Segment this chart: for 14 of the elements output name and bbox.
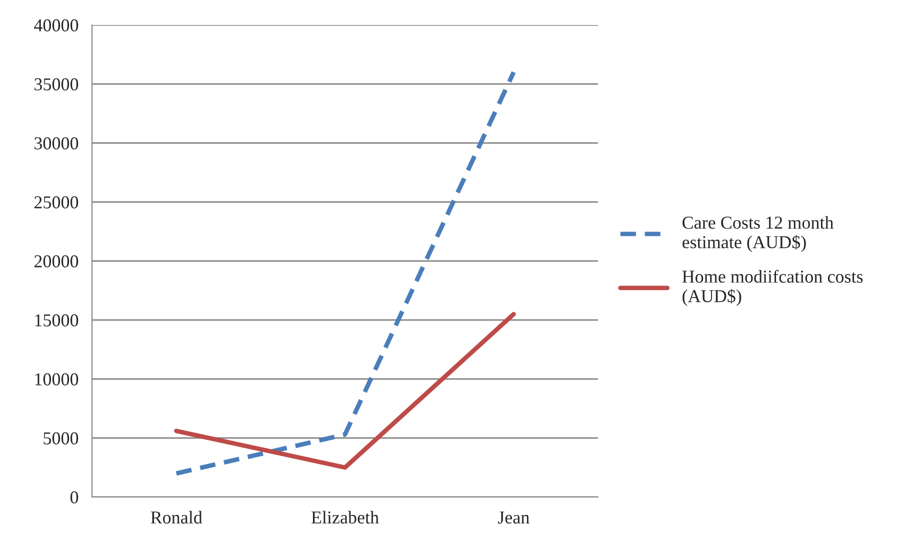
y-tick-label: 10000 (35, 373, 78, 386)
y-tick-label: 40000 (34, 19, 78, 32)
y-tick-label: 25000 (34, 196, 78, 208)
x-tick-label: Elizabeth (311, 510, 379, 524)
y-tick-label: 35000 (34, 78, 78, 90)
legend-label: Home modiifcation costs (AUD$) (682, 270, 863, 306)
y-tick-label: 20000 (34, 255, 78, 268)
x-tick-label: Jean (498, 512, 530, 524)
y-tick-label: 15000 (35, 314, 78, 326)
y-tick-label: 0 (70, 491, 78, 504)
y-tick-label: 30000 (34, 137, 78, 150)
legend-label: Care Costs 12 month estimate (AUD$) (682, 216, 834, 252)
y-tick-label: 5000 (44, 432, 78, 444)
x-tick-label: Ronald (150, 510, 202, 524)
